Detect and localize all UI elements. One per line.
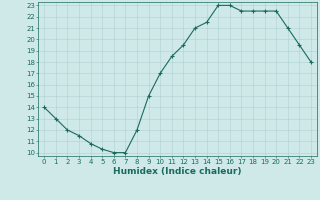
- X-axis label: Humidex (Indice chaleur): Humidex (Indice chaleur): [113, 167, 242, 176]
